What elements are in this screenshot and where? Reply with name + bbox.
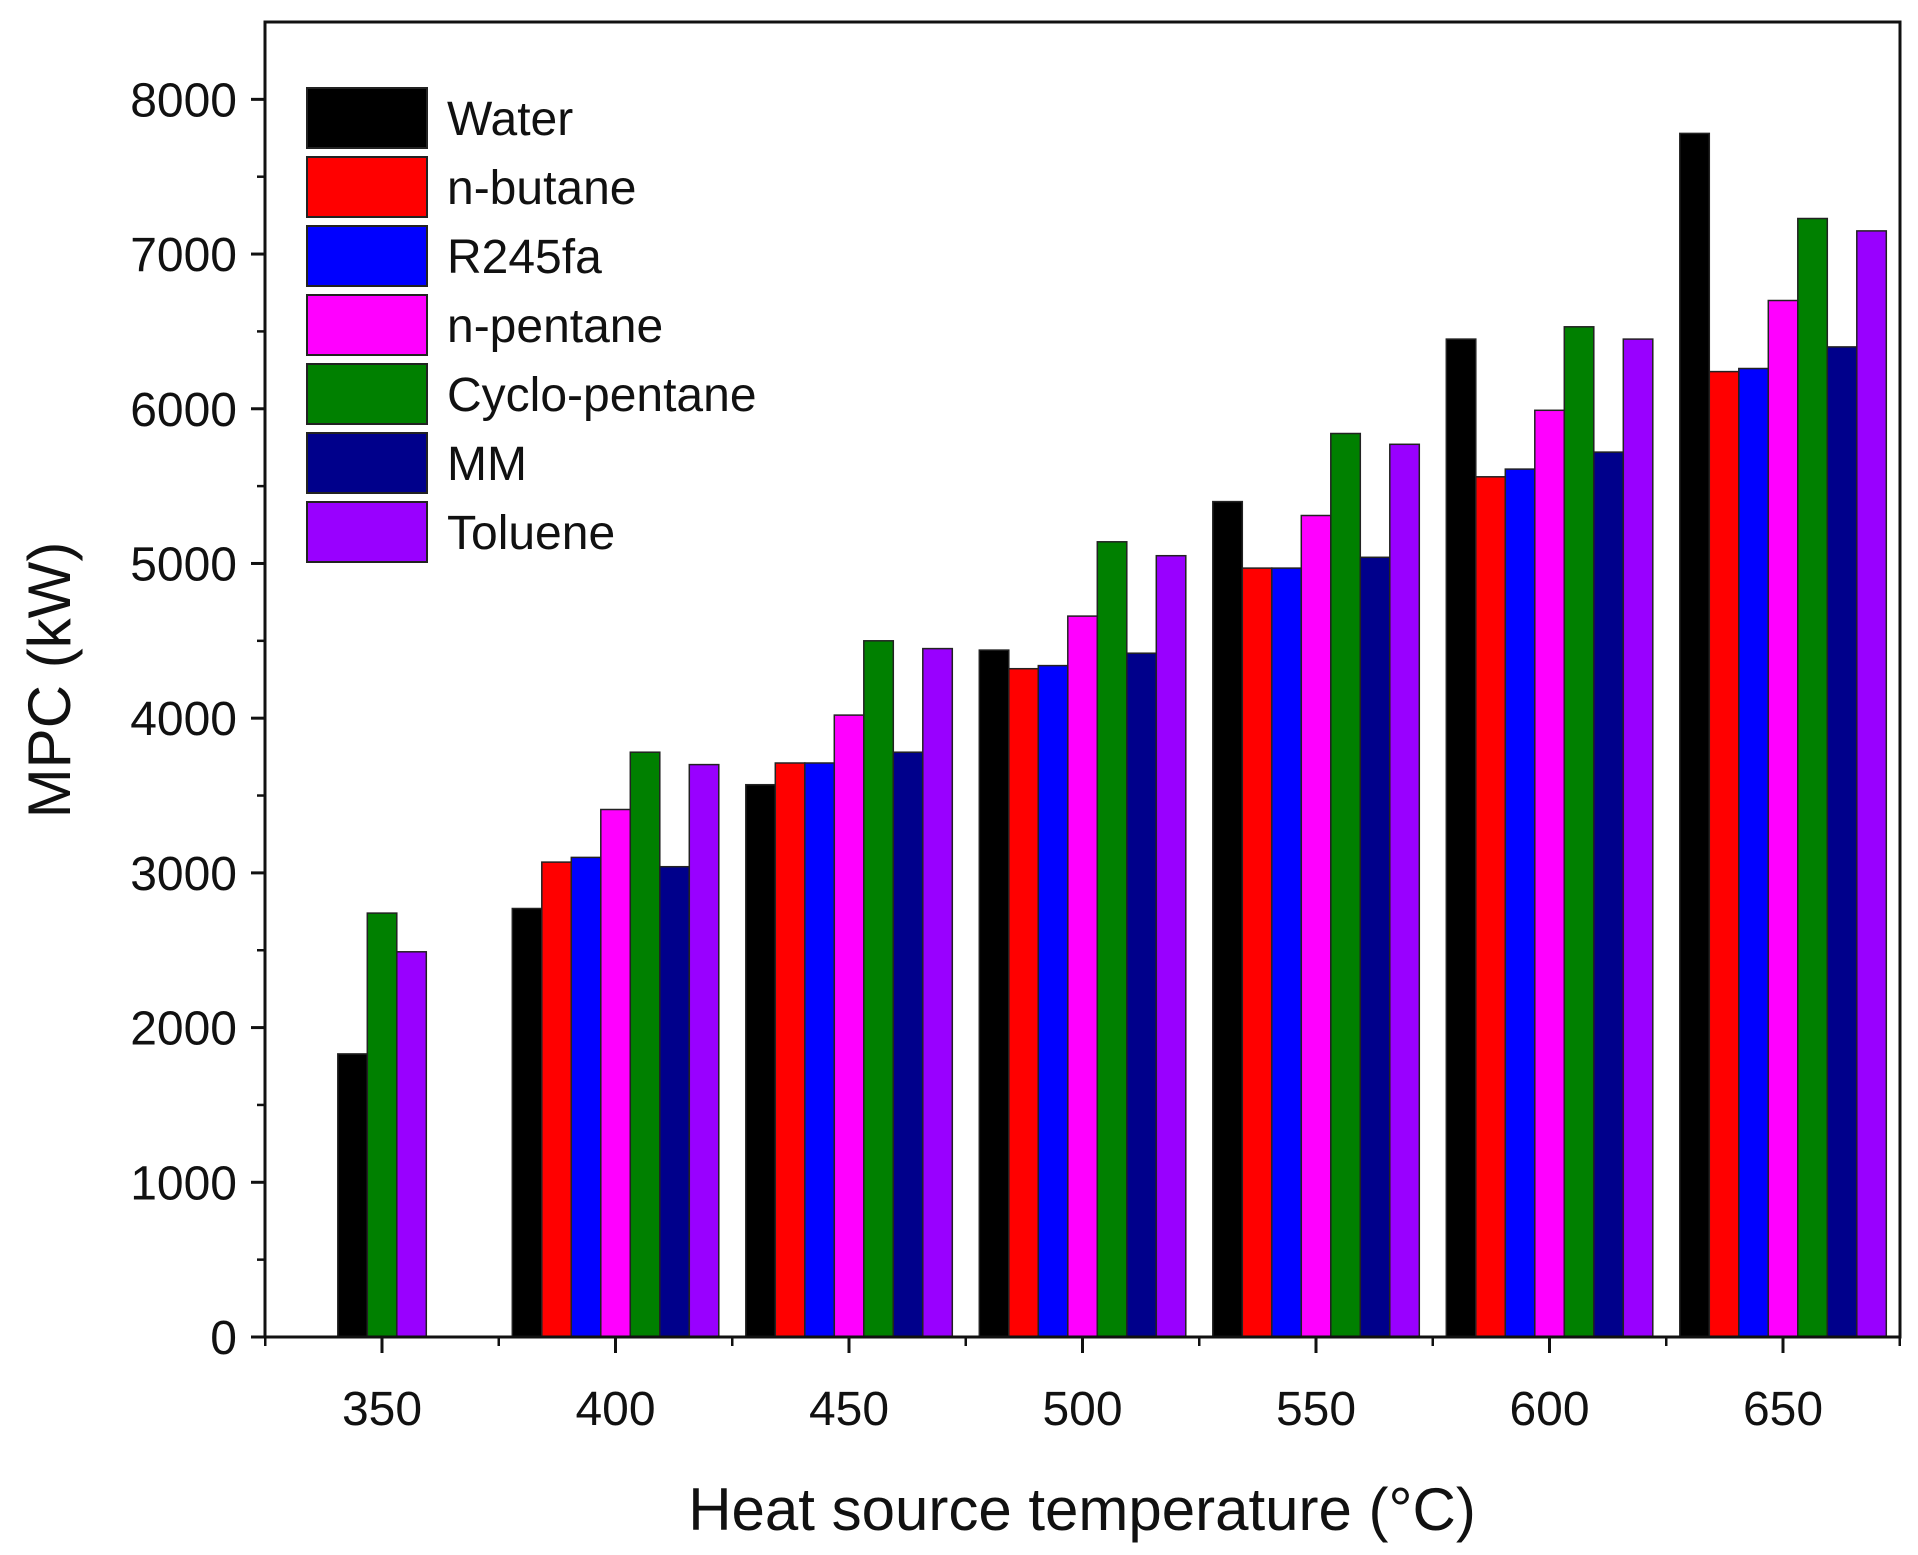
legend-swatch-mm	[306, 432, 428, 494]
plot-area	[337, 132, 1888, 1338]
x-tick-label-350: 350	[342, 1383, 422, 1436]
bar-n-butane-500	[1008, 667, 1040, 1338]
legend-label-water: Water	[447, 93, 573, 146]
x-tick-label-450: 450	[809, 1383, 889, 1436]
y-tick-label-6000: 6000	[130, 384, 237, 437]
bar-n-butane-600	[1475, 476, 1507, 1338]
bar-toluene-450	[922, 647, 954, 1338]
legend: Water n-butane R245fa n-pentane Cyclo-pentan…	[306, 87, 757, 563]
bar-n-pentane-550	[1300, 514, 1332, 1338]
bar-toluene-350	[396, 951, 428, 1338]
legend-swatch-cyclo-pentane	[306, 363, 428, 425]
bar-water-650	[1679, 132, 1711, 1338]
bar-cyclo-pentane-400	[629, 751, 661, 1338]
legend-swatch-water	[306, 87, 428, 149]
bar-n-pentane-500	[1067, 615, 1099, 1338]
legend-label-n-butane: n-butane	[447, 162, 637, 215]
bar-cyclo-pentane-350	[366, 912, 398, 1338]
y-tick-label-7000: 7000	[130, 229, 237, 282]
bar-mm-400	[659, 865, 691, 1338]
bar-toluene-550	[1389, 443, 1421, 1338]
bar-mm-600	[1593, 451, 1625, 1338]
bar-mm-500	[1126, 652, 1158, 1338]
bar-toluene-650	[1856, 230, 1888, 1338]
y-tick-label-4000: 4000	[130, 693, 237, 746]
bar-toluene-600	[1622, 338, 1654, 1338]
bar-n-pentane-400	[600, 808, 632, 1338]
bar-water-450	[745, 783, 777, 1338]
legend-swatch-n-pentane	[306, 294, 428, 356]
bar-mm-450	[892, 751, 924, 1338]
legend-label-n-pentane: n-pentane	[447, 300, 663, 353]
bar-r245fa-600	[1504, 468, 1536, 1338]
x-tick-label-650: 650	[1743, 1383, 1823, 1436]
bar-water-600	[1445, 338, 1477, 1338]
bar-r245fa-400	[570, 856, 602, 1338]
bar-cyclo-pentane-600	[1563, 326, 1595, 1338]
bar-mm-650	[1826, 346, 1858, 1338]
bar-water-350	[337, 1053, 369, 1338]
bar-r245fa-650	[1738, 367, 1770, 1338]
bar-water-400	[511, 907, 543, 1338]
legend-swatch-r245fa	[306, 225, 428, 287]
bar-r245fa-450	[804, 762, 836, 1338]
legend-label-toluene: Toluene	[447, 507, 615, 560]
bar-n-butane-550	[1241, 567, 1273, 1338]
x-tick-label-500: 500	[1042, 1383, 1122, 1436]
bar-cyclo-pentane-500	[1096, 541, 1128, 1338]
bar-r245fa-500	[1037, 664, 1069, 1338]
bar-water-550	[1212, 500, 1244, 1338]
bar-mm-550	[1359, 556, 1391, 1338]
bar-n-butane-450	[774, 762, 806, 1338]
y-tick-label-8000: 8000	[130, 74, 237, 127]
x-tick-label-400: 400	[575, 1383, 655, 1436]
y-tick-label-2000: 2000	[130, 1003, 237, 1056]
bar-n-butane-400	[541, 861, 573, 1338]
legend-label-cyclo-pentane: Cyclo-pentane	[447, 369, 757, 422]
x-tick-label-550: 550	[1276, 1383, 1356, 1436]
x-tick-label-600: 600	[1509, 1383, 1589, 1436]
legend-label-r245fa: R245fa	[447, 231, 602, 284]
bar-n-pentane-650	[1767, 299, 1799, 1338]
axes: 0 1000 2000 3000 4000 5000 6000 7000 8000 350 400 4…	[130, 20, 1902, 1436]
y-axis-title: MPC (kW)	[16, 542, 83, 819]
bar-cyclo-pentane-650	[1797, 217, 1829, 1338]
x-axis-title: Heat source temperature (°C)	[688, 1476, 1476, 1543]
bar-n-pentane-600	[1534, 409, 1566, 1338]
bar-water-500	[978, 649, 1010, 1338]
y-tick-label-0: 0	[210, 1312, 237, 1365]
bar-r245fa-550	[1271, 567, 1303, 1338]
bar-cyclo-pentane-450	[863, 640, 895, 1338]
y-tick-label-5000: 5000	[130, 538, 237, 591]
bar-n-butane-650	[1708, 370, 1740, 1338]
legend-swatch-n-butane	[306, 156, 428, 218]
legend-label-mm: MM	[447, 438, 527, 491]
bar-cyclo-pentane-550	[1330, 432, 1362, 1338]
legend-swatch-toluene	[306, 501, 428, 563]
bar-n-pentane-450	[833, 714, 865, 1338]
y-tick-label-1000: 1000	[130, 1157, 237, 1210]
bar-toluene-500	[1155, 554, 1187, 1338]
bar-toluene-400	[688, 763, 720, 1338]
y-tick-label-3000: 3000	[130, 848, 237, 901]
